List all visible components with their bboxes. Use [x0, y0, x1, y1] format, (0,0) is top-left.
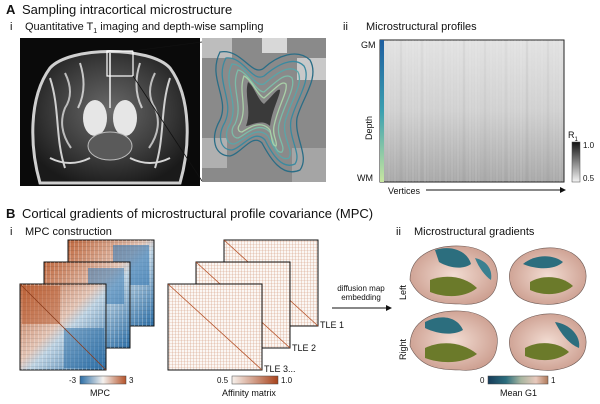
right-lateral-surface: [409, 310, 498, 371]
affinity-colorbar-label: Affinity matrix: [222, 388, 276, 398]
r1-colorbar: [571, 141, 581, 183]
y-axis-bottom-label: WM: [357, 173, 373, 183]
section-a-letter: A: [6, 2, 16, 17]
r1-colorbar-min: 0.5: [583, 174, 595, 183]
g1-colorbar-min: 0: [480, 376, 485, 385]
mpc-colorbar-max: 3: [129, 376, 134, 385]
mpc-matrix-1: [19, 283, 107, 371]
tle-2-label: TLE 2: [292, 343, 317, 353]
g1-colorbar: [487, 375, 549, 385]
section-b-letter: B: [6, 206, 16, 221]
mpc-colorbar: [79, 375, 127, 385]
panel-a-ii-label: ii: [343, 21, 348, 33]
zoomed-cortex-image: [202, 38, 326, 182]
cortical-surface-renderings: [409, 245, 587, 371]
panel-b-i-caption: MPC construction: [25, 226, 112, 238]
affinity-colorbar-max: 1.0: [281, 376, 293, 385]
left-medial-surface: [509, 247, 587, 305]
coronal-brain-image: [20, 38, 200, 186]
tle-1-label: TLE 1: [320, 320, 345, 330]
panel-b-i-label: i: [10, 226, 13, 238]
panel-a-ii-caption: Microstructural profiles: [366, 21, 477, 33]
affinity-colorbar: [231, 375, 279, 385]
mpc-colorbar-min: -3: [69, 376, 77, 385]
g1-colorbar-label: Mean G1: [500, 388, 538, 398]
diffusion-map-label: diffusion map embedding: [337, 284, 385, 302]
affinity-matrix-stack: [167, 239, 319, 371]
tle-3-label: TLE 3...: [264, 364, 296, 374]
panel-b-ii-label: ii: [396, 226, 401, 238]
mpc-matrix-stack: [19, 239, 155, 371]
g1-colorbar-max: 1: [551, 376, 556, 385]
panel-b-ii-caption: Microstructural gradients: [414, 226, 535, 238]
y-axis-top-label: GM: [361, 40, 376, 50]
x-axis-label: Vertices: [388, 186, 421, 196]
mpc-colorbar-label: MPC: [90, 388, 110, 398]
zoom-roi-box: [106, 50, 134, 77]
section-a-title: Sampling intracortical microstructure: [22, 2, 233, 17]
affinity-matrix-1: [167, 283, 263, 371]
r1-colorbar-max: 1.0: [583, 141, 595, 150]
left-lateral-surface: [409, 245, 498, 305]
r1-colorbar-title: R1: [568, 130, 578, 143]
section-b-title: Cortical gradients of microstructural pr…: [22, 206, 374, 221]
affinity-colorbar-min: 0.5: [217, 376, 229, 385]
right-medial-surface: [509, 313, 587, 371]
microstructural-profiles-heatmap: [379, 39, 565, 183]
panel-a-i-label: i: [10, 21, 13, 33]
panel-a-i-caption: Quantitative T1 imaging and depth-wise s…: [25, 21, 264, 36]
